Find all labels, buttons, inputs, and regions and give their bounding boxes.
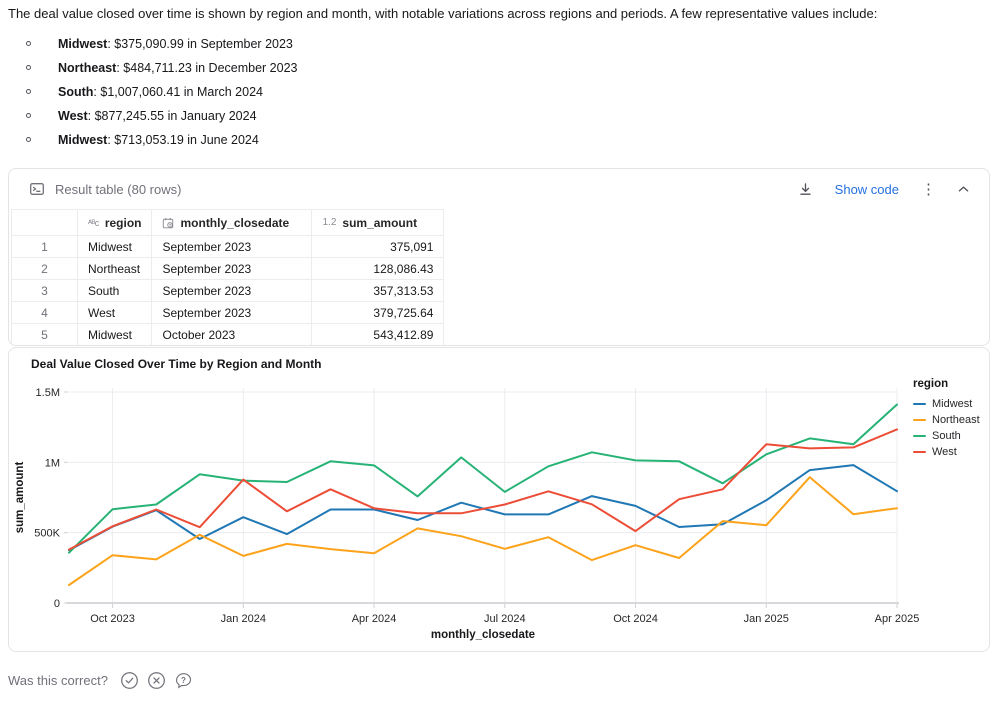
result-table-icon <box>29 181 45 197</box>
result-table: ᴬᴮᴄ region monthly_closedate 1.2 sum_amount … <box>11 209 445 345</box>
table-row: 5 Midwest October 2023 543,412.89 <box>11 323 445 345</box>
row-number: 4 <box>11 301 78 324</box>
cell-monthly-closedate[interactable]: September 2023 <box>151 235 313 258</box>
chart-title: Deal Value Closed Over Time by Region an… <box>31 357 322 371</box>
y-tick-label: 500K <box>34 528 60 540</box>
column-header-region[interactable]: ᴬᴮᴄ region <box>76 209 153 236</box>
bullet-marker <box>26 137 31 142</box>
table-row: 3 South September 2023 357,313.53 <box>11 279 445 302</box>
x-tick-label: Apr 2025 <box>875 613 920 625</box>
cell-region[interactable]: Midwest <box>76 323 153 345</box>
bullet-marker <box>26 89 31 94</box>
legend-swatch <box>913 402 926 406</box>
list-item: Midwest: $375,090.99 in September 2023 <box>0 32 900 56</box>
list-item: Northeast: $484,711.23 in December 2023 <box>0 56 900 80</box>
feedback-comment-button[interactable]: ? <box>174 671 193 690</box>
x-tick-label: Jan 2024 <box>221 613 266 625</box>
bullet-marker <box>26 65 31 70</box>
chevron-up-icon[interactable] <box>958 185 969 193</box>
table-row: 2 Northeast September 2023 128,086.43 <box>11 257 445 280</box>
legend-item-south[interactable]: South <box>913 428 980 444</box>
intro-paragraph: The deal value closed over time is shown… <box>8 6 878 21</box>
list-item: West: $877,245.55 in January 2024 <box>0 104 900 128</box>
cell-monthly-closedate[interactable]: September 2023 <box>151 301 313 324</box>
download-icon[interactable] <box>798 182 813 197</box>
x-tick-label: Jan 2025 <box>744 613 789 625</box>
feedback-question: Was this correct? <box>8 673 108 688</box>
column-header-sum_amount[interactable]: 1.2 sum_amount <box>311 209 445 236</box>
y-tick-label: 1.5M <box>36 387 60 399</box>
chart-legend: region Midwest Northeast South West <box>913 378 980 460</box>
table-row: 1 Midwest September 2023 375,091 <box>11 235 445 258</box>
legend-swatch <box>913 418 926 422</box>
legend-item-west[interactable]: West <box>913 444 980 460</box>
result-table-card: Result table (80 rows) Show code ⋮ <box>8 168 990 346</box>
y-tick-label: 0 <box>54 598 60 610</box>
x-tick-label: Oct 2023 <box>90 613 135 625</box>
legend-item-midwest[interactable]: Midwest <box>913 396 980 412</box>
cell-region[interactable]: Northeast <box>76 257 153 280</box>
result-table-header: Result table (80 rows) Show code ⋮ <box>9 169 989 209</box>
feedback-bar: Was this correct? ? <box>8 671 193 690</box>
text-type-icon: ᴬᴮᴄ <box>88 217 99 228</box>
feedback-correct-button[interactable] <box>120 671 139 690</box>
gridlines <box>69 388 898 603</box>
legend-item-northeast[interactable]: Northeast <box>913 412 980 428</box>
legend-swatch <box>913 434 926 438</box>
row-number-header <box>11 209 78 236</box>
table-row: 4 West September 2023 379,725.64 <box>11 301 445 324</box>
y-tick-label: 1M <box>45 457 60 469</box>
show-code-button[interactable]: Show code <box>834 181 899 197</box>
date-type-icon <box>162 217 174 229</box>
row-number: 3 <box>11 279 78 302</box>
cell-region[interactable]: Midwest <box>76 235 153 258</box>
kebab-menu-icon[interactable]: ⋮ <box>921 180 936 198</box>
cell-region[interactable]: West <box>76 301 153 324</box>
cell-sum-amount[interactable]: 379,725.64 <box>311 301 445 324</box>
row-number: 2 <box>11 257 78 280</box>
row-number: 1 <box>11 235 78 258</box>
svg-text:?: ? <box>181 676 186 685</box>
list-item: Midwest: $713,053.19 in June 2024 <box>0 128 900 152</box>
legend-swatch <box>913 450 926 454</box>
feedback-incorrect-button[interactable] <box>147 671 166 690</box>
deal-value-chart[interactable]: 0 500K 1M 1.5M Oct 2023 Jan 2024 Apr 2024 Jul 2… <box>9 348 990 652</box>
chart-card: Deal Value Closed Over Time by Region an… <box>8 347 990 652</box>
cell-sum-amount[interactable]: 543,412.89 <box>311 323 445 345</box>
cell-sum-amount[interactable]: 357,313.53 <box>311 279 445 302</box>
column-header-monthly_closedate[interactable]: monthly_closedate <box>151 209 313 236</box>
series-line-west[interactable] <box>68 428 898 551</box>
series-line-northeast[interactable] <box>68 476 898 586</box>
cell-region[interactable]: South <box>76 279 153 302</box>
cell-sum-amount[interactable]: 128,086.43 <box>311 257 445 280</box>
x-tick-label: Jul 2024 <box>484 613 526 625</box>
result-table-title: Result table (80 rows) <box>55 181 182 197</box>
x-axis-label: monthly_closedate <box>431 629 535 641</box>
series-line-south[interactable] <box>68 403 898 554</box>
list-item: South: $1,007,060.41 in March 2024 <box>0 80 900 104</box>
bullet-marker <box>26 113 31 118</box>
cell-sum-amount[interactable]: 375,091 <box>311 235 445 258</box>
number-type-icon: 1.2 <box>322 217 337 228</box>
bullet-marker <box>26 41 31 46</box>
legend-title: region <box>913 378 949 390</box>
x-tick-label: Oct 2024 <box>613 613 658 625</box>
representative-values-list: Midwest: $375,090.99 in September 2023 No… <box>0 32 900 152</box>
cell-monthly-closedate[interactable]: October 2023 <box>151 323 313 345</box>
x-tick-label: Apr 2024 <box>352 613 397 625</box>
cell-monthly-closedate[interactable]: September 2023 <box>151 257 313 280</box>
row-number: 5 <box>11 323 78 345</box>
y-axis-label: sum_amount <box>14 462 26 534</box>
cell-monthly-closedate[interactable]: September 2023 <box>151 279 313 302</box>
